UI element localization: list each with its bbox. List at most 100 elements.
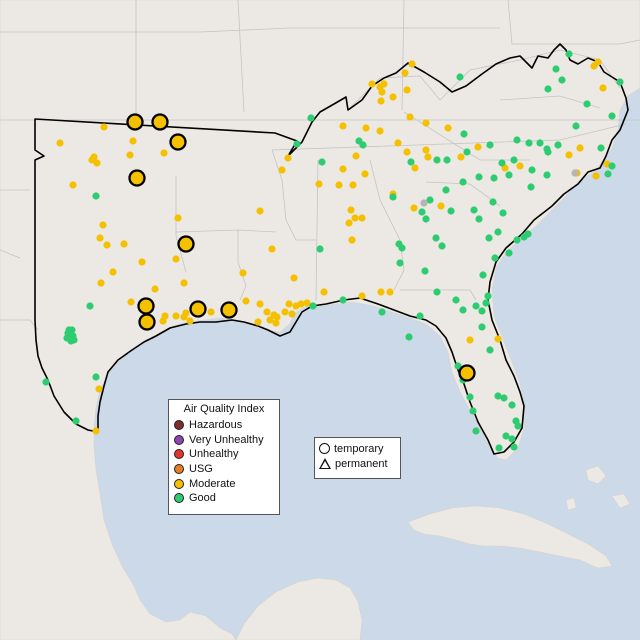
monitor-marker[interactable]	[528, 166, 536, 174]
monitor-marker[interactable]	[242, 297, 250, 305]
monitor-marker[interactable]	[401, 69, 409, 77]
temporary-monitor-marker[interactable]	[189, 300, 207, 318]
monitor-marker[interactable]	[129, 137, 137, 145]
monitor-marker[interactable]	[478, 307, 486, 315]
monitor-marker[interactable]	[495, 444, 503, 452]
monitor-marker[interactable]	[510, 156, 518, 164]
monitor-marker[interactable]	[442, 186, 450, 194]
monitor-marker[interactable]	[186, 317, 194, 325]
monitor-marker[interactable]	[394, 139, 402, 147]
monitor-marker[interactable]	[127, 298, 135, 306]
monitor-marker[interactable]	[420, 199, 428, 207]
monitor-marker[interactable]	[273, 313, 281, 321]
monitor-marker[interactable]	[558, 76, 566, 84]
monitor-marker[interactable]	[278, 166, 286, 174]
monitor-marker[interactable]	[358, 214, 366, 222]
temporary-monitor-marker[interactable]	[128, 169, 146, 187]
monitor-marker[interactable]	[599, 84, 607, 92]
monitor-marker[interactable]	[345, 219, 353, 227]
monitor-marker[interactable]	[474, 143, 482, 151]
monitor-marker[interactable]	[362, 124, 370, 132]
monitor-marker[interactable]	[513, 236, 521, 244]
monitor-marker[interactable]	[96, 234, 104, 242]
monitor-marker[interactable]	[489, 198, 497, 206]
monitor-marker[interactable]	[616, 78, 624, 86]
monitor-marker[interactable]	[376, 127, 384, 135]
monitor-marker[interactable]	[160, 149, 168, 157]
monitor-marker[interactable]	[398, 244, 406, 252]
monitor-marker[interactable]	[456, 73, 464, 81]
monitor-marker[interactable]	[272, 319, 280, 327]
monitor-marker[interactable]	[422, 215, 430, 223]
monitor-marker[interactable]	[174, 214, 182, 222]
monitor-marker[interactable]	[565, 50, 573, 58]
monitor-marker[interactable]	[266, 316, 274, 324]
monitor-marker[interactable]	[172, 312, 180, 320]
monitor-marker[interactable]	[447, 207, 455, 215]
temporary-monitor-marker[interactable]	[151, 113, 169, 131]
monitor-marker[interactable]	[256, 207, 264, 215]
monitor-marker[interactable]	[472, 302, 480, 310]
monitor-marker[interactable]	[459, 178, 467, 186]
monitor-marker[interactable]	[288, 310, 296, 318]
monitor-marker[interactable]	[407, 158, 415, 166]
monitor-marker[interactable]	[396, 259, 404, 267]
monitor-marker[interactable]	[307, 114, 315, 122]
monitor-marker[interactable]	[486, 346, 494, 354]
monitor-marker[interactable]	[349, 181, 357, 189]
monitor-marker[interactable]	[554, 141, 562, 149]
monitor-marker[interactable]	[99, 221, 107, 229]
monitor-marker[interactable]	[411, 164, 419, 172]
monitor-marker[interactable]	[432, 234, 440, 242]
monitor-marker[interactable]	[418, 208, 426, 216]
monitor-marker[interactable]	[297, 300, 305, 308]
monitor-marker[interactable]	[69, 181, 77, 189]
monitor-marker[interactable]	[416, 312, 424, 320]
monitor-marker[interactable]	[565, 151, 573, 159]
monitor-marker[interactable]	[498, 159, 506, 167]
monitor-marker[interactable]	[339, 296, 347, 304]
monitor-marker[interactable]	[502, 432, 510, 440]
monitor-marker[interactable]	[95, 385, 103, 393]
monitor-marker[interactable]	[572, 122, 580, 130]
temporary-monitor-marker[interactable]	[220, 301, 238, 319]
monitor-marker[interactable]	[309, 302, 317, 310]
monitor-marker[interactable]	[92, 192, 100, 200]
monitor-marker[interactable]	[316, 245, 324, 253]
monitor-marker[interactable]	[358, 292, 366, 300]
monitor-marker[interactable]	[335, 181, 343, 189]
monitor-marker[interactable]	[479, 271, 487, 279]
monitor-marker[interactable]	[320, 288, 328, 296]
monitor-marker[interactable]	[478, 323, 486, 331]
monitor-marker[interactable]	[505, 171, 513, 179]
monitor-marker[interactable]	[583, 100, 591, 108]
monitor-marker[interactable]	[482, 299, 490, 307]
monitor-marker[interactable]	[42, 378, 50, 386]
monitor-marker[interactable]	[491, 254, 499, 262]
monitor-marker[interactable]	[377, 97, 385, 105]
monitor-marker[interactable]	[466, 393, 474, 401]
monitor-marker[interactable]	[475, 215, 483, 223]
monitor-marker[interactable]	[348, 236, 356, 244]
monitor-marker[interactable]	[86, 302, 94, 310]
monitor-marker[interactable]	[544, 85, 552, 93]
monitor-marker[interactable]	[494, 392, 502, 400]
monitor-marker[interactable]	[486, 141, 494, 149]
monitor-marker[interactable]	[256, 300, 264, 308]
temporary-monitor-marker[interactable]	[138, 313, 156, 331]
monitor-marker[interactable]	[592, 172, 600, 180]
monitor-marker[interactable]	[389, 93, 397, 101]
monitor-marker[interactable]	[500, 394, 508, 402]
monitor-marker[interactable]	[604, 170, 612, 178]
monitor-marker[interactable]	[315, 180, 323, 188]
monitor-marker[interactable]	[290, 274, 298, 282]
monitor-marker[interactable]	[92, 427, 100, 435]
monitor-marker[interactable]	[513, 136, 521, 144]
temporary-monitor-marker[interactable]	[137, 297, 155, 315]
monitor-marker[interactable]	[406, 113, 414, 121]
monitor-marker[interactable]	[263, 308, 271, 316]
monitor-marker[interactable]	[377, 288, 385, 296]
monitor-marker[interactable]	[281, 308, 289, 316]
monitor-marker[interactable]	[463, 148, 471, 156]
